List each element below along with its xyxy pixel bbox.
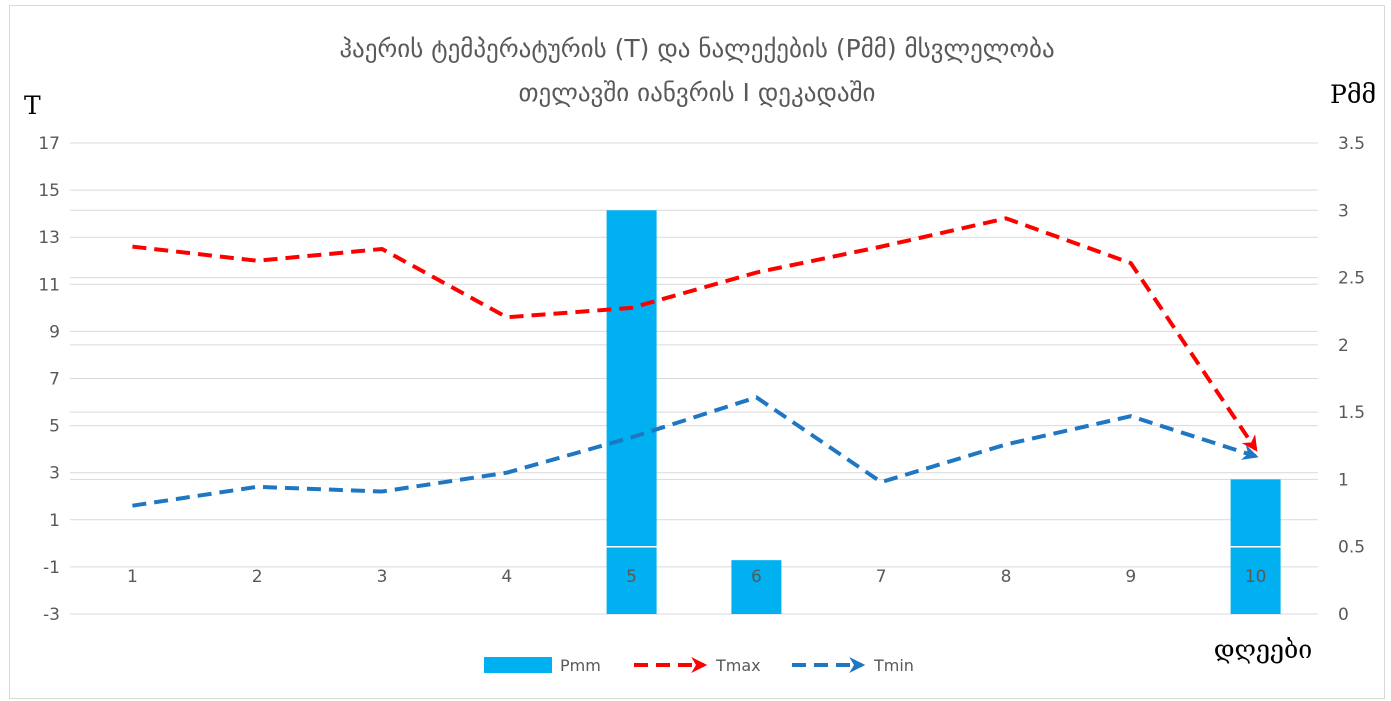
y2-tick-label: 1 (1338, 470, 1349, 490)
y-tick-label: 13 (38, 228, 60, 248)
legend-label-tmin: Tmin (873, 656, 914, 675)
bar-pmm-day-6 (731, 560, 782, 614)
x-category-label: 10 (1245, 567, 1267, 587)
y-tick-label: 7 (49, 370, 60, 390)
y2-tick-label: 0 (1338, 605, 1349, 625)
x-category-label: 4 (501, 567, 512, 587)
y-tick-label: 5 (49, 417, 60, 437)
legend: Pmm Tmax Tmin (484, 656, 914, 675)
y-tick-label: 9 (49, 322, 60, 342)
legend-label-tmax: Tmax (715, 656, 761, 675)
y2-axis-label: Pმმ (1330, 80, 1376, 109)
x-category-label: 8 (1001, 567, 1012, 587)
y-tick-label: 17 (38, 134, 60, 154)
line-series-layer (132, 216, 1259, 508)
y-tick-label: -1 (43, 558, 60, 578)
y-tick-label: 15 (38, 181, 60, 201)
x-axis-label: დღეები (1214, 635, 1313, 664)
y2-tick-label: 2.5 (1338, 269, 1365, 289)
x-category-label: 3 (377, 567, 388, 587)
line-series-tmin (132, 395, 1259, 508)
chart-title-line1: ჰაერის ტემპერატურის (T) და ნალექების (Pმ… (339, 34, 1054, 63)
bar-series-pmm (70, 210, 1318, 615)
y2-tick-label: 0.5 (1338, 538, 1365, 558)
x-category-label: 9 (1125, 567, 1136, 587)
x-category-label: 5 (626, 567, 637, 587)
category-labels: 1 2 3 4 5 6 7 8 9 10 (127, 567, 1266, 587)
legend-label-pmm: Pmm (560, 656, 601, 675)
y-tick-label: 11 (38, 275, 60, 295)
y2-tick-label: 3 (1338, 201, 1349, 221)
y-axis-label: T (24, 91, 41, 120)
x-category-label: 7 (876, 567, 887, 587)
x-category-label: 1 (127, 567, 138, 587)
legend-swatch-pmm (484, 657, 552, 673)
y-tick-label: -3 (43, 605, 60, 625)
chart-frame (9, 5, 1385, 699)
bar-pmm-day-5 (606, 210, 657, 615)
y-tick-label: 1 (49, 511, 60, 531)
x-category-label: 2 (252, 567, 263, 587)
y-tick-label: 3 (49, 464, 60, 484)
line-series-tmax (132, 216, 1258, 452)
x-category-label: 6 (751, 567, 762, 587)
chart-title-line2: თელავში იანვრის I დეკადაში (519, 78, 876, 107)
y2-tick-label: 3.5 (1338, 134, 1365, 154)
y2-tick-label: 2 (1338, 336, 1349, 356)
gridlines (70, 142, 1318, 615)
y2-tick-label: 1.5 (1338, 403, 1365, 423)
